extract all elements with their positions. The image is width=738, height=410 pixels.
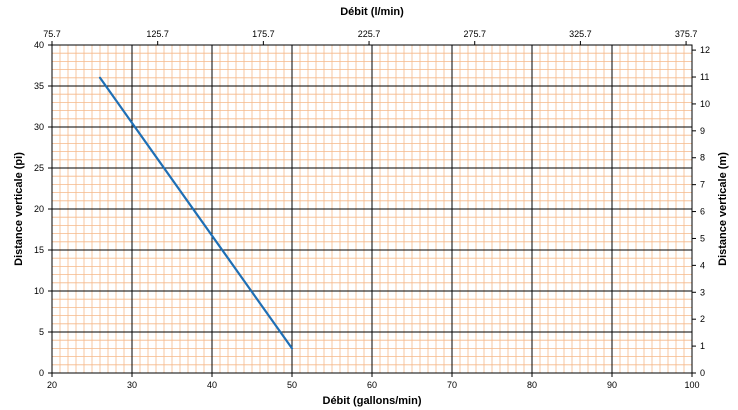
tick-label-bottom: 80 (527, 380, 537, 390)
tick-label-right: 4 (700, 260, 705, 270)
tick-label-top: 225.7 (358, 29, 381, 39)
tick-label-right: 9 (700, 126, 705, 136)
tick-label-bottom: 90 (607, 380, 617, 390)
tick-label-right: 1 (700, 341, 705, 351)
tick-label-right: 8 (700, 153, 705, 163)
tick-label-top: 175.7 (252, 29, 275, 39)
tick-label-left: 5 (39, 327, 44, 337)
tick-label-left: 15 (34, 245, 44, 255)
tick-label-right: 5 (700, 233, 705, 243)
tick-label-bottom: 100 (684, 380, 699, 390)
tick-label-top: 325.7 (569, 29, 592, 39)
tick-label-left: 40 (34, 40, 44, 50)
tick-label-left: 0 (39, 368, 44, 378)
tick-label-right: 0 (700, 368, 705, 378)
tick-label-right: 10 (700, 99, 710, 109)
bottom-axis-ticks: 20 30 40 50 60 70 80 90 100 (47, 373, 700, 390)
tick-label-left: 10 (34, 286, 44, 296)
top-axis-ticks: 75.7 125.7 175.7 225.7 275.7 325.7 375.7 (43, 29, 697, 45)
tick-label-right: 6 (700, 207, 705, 217)
tick-label-right: 12 (700, 45, 710, 55)
x-axis-title-bottom: Débit (gallons/min) (323, 395, 422, 407)
tick-label-bottom: 60 (367, 380, 377, 390)
tick-label-bottom: 30 (127, 380, 137, 390)
tick-label-right: 2 (700, 314, 705, 324)
tick-label-top: 375.7 (675, 29, 698, 39)
tick-label-top: 125.7 (146, 29, 169, 39)
tick-label-bottom: 50 (287, 380, 297, 390)
tick-label-right: 7 (700, 180, 705, 190)
y-axis-title-right: Distance verticale (m) (717, 152, 729, 266)
tick-label-left: 35 (34, 81, 44, 91)
tick-label-top: 75.7 (43, 29, 61, 39)
tick-label-left: 25 (34, 163, 44, 173)
left-axis-ticks: 0 5 10 15 20 25 30 35 40 (34, 40, 52, 378)
tick-label-bottom: 40 (207, 380, 217, 390)
y-axis-title-left: Distance verticale (pi) (13, 152, 25, 266)
tick-label-left: 20 (34, 204, 44, 214)
series-line (98, 76, 294, 350)
tick-label-right: 3 (700, 287, 705, 297)
tick-label-bottom: 20 (47, 380, 57, 390)
x-axis-title-top: Débit (l/min) (340, 6, 404, 18)
series-layer (98, 76, 294, 350)
tick-label-top: 275.7 (463, 29, 486, 39)
tick-label-left: 30 (34, 122, 44, 132)
tick-label-right: 11 (700, 72, 709, 82)
tick-label-bottom: 70 (447, 380, 457, 390)
